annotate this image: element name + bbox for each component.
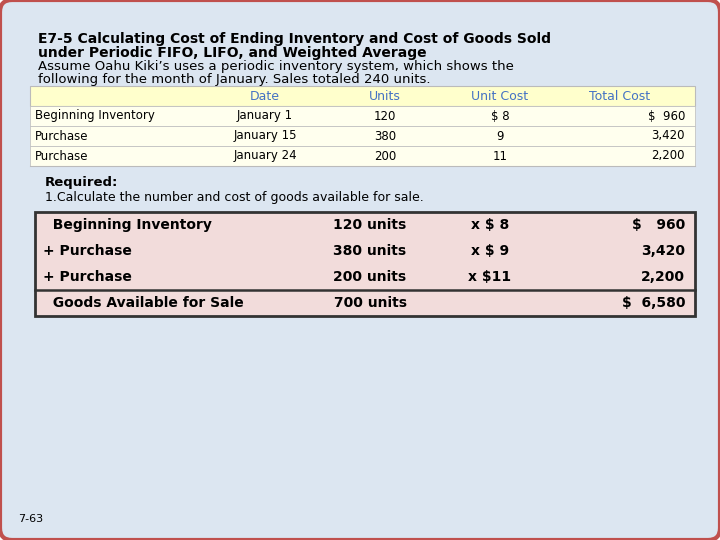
Text: 380 units: 380 units [333, 244, 407, 258]
FancyBboxPatch shape [30, 126, 695, 146]
Text: 3,420: 3,420 [652, 130, 685, 143]
Text: $  960: $ 960 [647, 110, 685, 123]
Text: $  6,580: $ 6,580 [621, 296, 685, 310]
Text: January 24: January 24 [233, 150, 297, 163]
Text: 200 units: 200 units [333, 270, 407, 284]
Text: E7-5 Calculating Cost of Ending Inventory and Cost of Goods Sold: E7-5 Calculating Cost of Ending Inventor… [38, 32, 551, 46]
Text: $ 8: $ 8 [491, 110, 509, 123]
Text: January 1: January 1 [237, 110, 293, 123]
Text: Goods Available for Sale: Goods Available for Sale [43, 296, 244, 310]
Text: 11: 11 [492, 150, 508, 163]
Text: Date: Date [250, 90, 280, 103]
Text: Assume Oahu Kiki’s uses a periodic inventory system, which shows the: Assume Oahu Kiki’s uses a periodic inven… [38, 60, 514, 73]
FancyBboxPatch shape [30, 86, 695, 106]
FancyBboxPatch shape [35, 212, 695, 316]
FancyBboxPatch shape [30, 146, 695, 166]
Text: Unit Cost: Unit Cost [472, 90, 528, 103]
Text: Total Cost: Total Cost [590, 90, 651, 103]
Text: 9: 9 [496, 130, 504, 143]
Text: 7-63: 7-63 [18, 514, 43, 524]
Text: 120: 120 [374, 110, 396, 123]
Text: x $ 9: x $ 9 [471, 244, 509, 258]
Text: + Purchase: + Purchase [43, 244, 132, 258]
Text: $   960: $ 960 [631, 218, 685, 232]
Text: 3,420: 3,420 [641, 244, 685, 258]
Text: Beginning Inventory: Beginning Inventory [43, 218, 212, 232]
Text: Required:: Required: [45, 176, 118, 189]
Text: Purchase: Purchase [35, 130, 89, 143]
Text: Purchase: Purchase [35, 150, 89, 163]
Text: 380: 380 [374, 130, 396, 143]
Text: following for the month of January. Sales totaled 240 units.: following for the month of January. Sale… [38, 73, 431, 86]
Text: x $11: x $11 [469, 270, 512, 284]
Text: 1.Calculate the number and cost of goods available for sale.: 1.Calculate the number and cost of goods… [45, 191, 424, 204]
Text: 700 units: 700 units [333, 296, 407, 310]
FancyBboxPatch shape [30, 106, 695, 126]
Text: + Purchase: + Purchase [43, 270, 132, 284]
Text: x $ 8: x $ 8 [471, 218, 509, 232]
Text: 200: 200 [374, 150, 396, 163]
Text: 2,200: 2,200 [652, 150, 685, 163]
Text: Beginning Inventory: Beginning Inventory [35, 110, 155, 123]
Text: under Periodic FIFO, LIFO, and Weighted Average: under Periodic FIFO, LIFO, and Weighted … [38, 46, 427, 60]
Text: Units: Units [369, 90, 401, 103]
Text: 2,200: 2,200 [641, 270, 685, 284]
Text: 120 units: 120 units [333, 218, 407, 232]
Text: January 15: January 15 [233, 130, 297, 143]
